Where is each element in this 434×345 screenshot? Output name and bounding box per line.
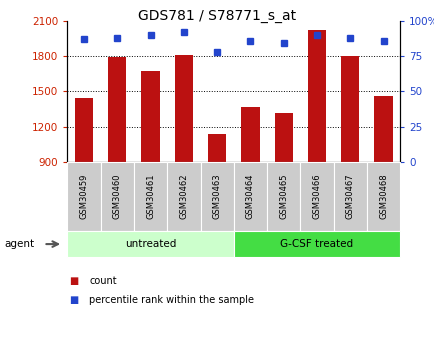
Text: untreated: untreated bbox=[125, 239, 176, 249]
Text: ■: ■ bbox=[69, 276, 79, 286]
Text: GSM30465: GSM30465 bbox=[279, 174, 288, 219]
Text: percentile rank within the sample: percentile rank within the sample bbox=[89, 295, 253, 305]
Text: GDS781 / S78771_s_at: GDS781 / S78771_s_at bbox=[138, 9, 296, 23]
Text: GSM30464: GSM30464 bbox=[245, 174, 254, 219]
Text: GSM30463: GSM30463 bbox=[212, 174, 221, 219]
Bar bbox=[141, 71, 159, 162]
Bar bbox=[274, 112, 292, 162]
Text: GSM30467: GSM30467 bbox=[345, 174, 354, 219]
Bar bbox=[307, 30, 326, 162]
Text: G-CSF treated: G-CSF treated bbox=[280, 239, 353, 249]
Bar bbox=[207, 134, 226, 162]
Text: GSM30462: GSM30462 bbox=[179, 174, 188, 219]
Text: count: count bbox=[89, 276, 117, 286]
Text: GSM30461: GSM30461 bbox=[146, 174, 155, 219]
Text: GSM30468: GSM30468 bbox=[378, 174, 387, 219]
Bar bbox=[340, 56, 358, 162]
Bar bbox=[108, 57, 126, 162]
Text: GSM30460: GSM30460 bbox=[112, 174, 122, 219]
Bar bbox=[174, 55, 193, 162]
Text: agent: agent bbox=[4, 239, 34, 249]
Text: GSM30466: GSM30466 bbox=[312, 174, 321, 219]
Text: GSM30459: GSM30459 bbox=[79, 174, 89, 219]
Text: ■: ■ bbox=[69, 295, 79, 305]
Bar bbox=[374, 96, 392, 162]
Bar bbox=[241, 107, 259, 162]
Bar bbox=[75, 99, 93, 162]
